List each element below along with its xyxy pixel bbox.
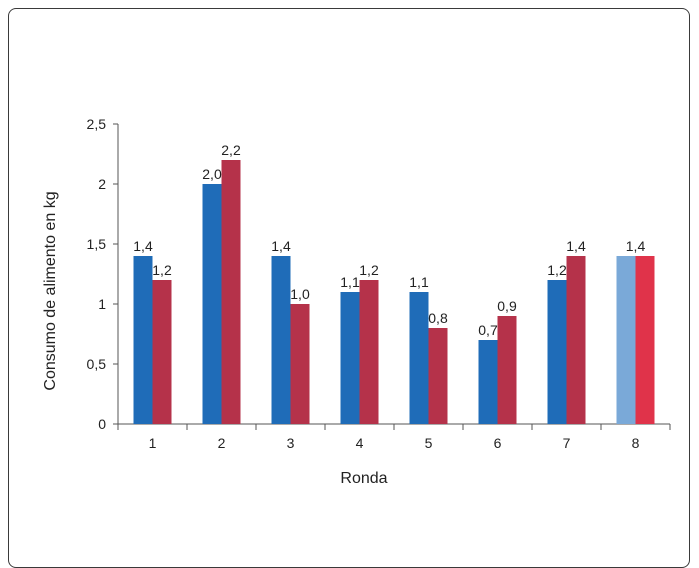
y-tick-label: 1 [98, 296, 106, 312]
bar-series-2-cat-7 [566, 256, 586, 424]
y-tick-label: 1,5 [87, 236, 107, 252]
bar-series-1-cat-3 [271, 256, 291, 424]
bar-series-2-cat-8 [635, 256, 655, 424]
data-label: 1,0 [290, 286, 310, 302]
data-label: 1,4 [271, 238, 291, 254]
bar-series-1-cat-4 [340, 292, 360, 424]
y-axis-title: Consumo de alimento en kg [42, 191, 59, 390]
y-tick-label: 0 [98, 416, 106, 432]
data-label: 1,2 [547, 262, 567, 278]
bar-series-1-cat-5 [409, 292, 429, 424]
bar-series-2-cat-2 [221, 160, 241, 424]
data-label: 1,2 [152, 262, 172, 278]
plot-area: 0 0,5 1 1,5 2 2,5 1 2 3 4 5 6 7 8 1,4 1,2 2,0 2,2 1,4 1,0 1,… [87, 116, 671, 451]
bar-series-2-cat-4 [359, 280, 379, 424]
bar-series-1-cat-8 [616, 256, 636, 424]
data-label: 1,4 [566, 238, 586, 254]
y-tick-label: 0,5 [87, 356, 107, 372]
x-tick-label: 7 [563, 435, 571, 451]
x-tick-label: 5 [425, 435, 433, 451]
data-label: 2,2 [221, 142, 241, 158]
data-label: 1,1 [409, 274, 429, 290]
x-tick-label: 1 [149, 435, 157, 451]
y-tick-label: 2 [98, 176, 106, 192]
bar-series-1-cat-7 [547, 280, 567, 424]
data-label: 1,1 [340, 274, 360, 290]
bar-series-2-cat-5 [428, 328, 448, 424]
x-axis-title: Ronda [340, 470, 387, 487]
x-tick-label: 3 [287, 435, 295, 451]
bar-series-1-cat-2 [202, 184, 222, 424]
data-label: 1,4 [626, 238, 646, 254]
data-label: 2,0 [202, 166, 222, 182]
bar-series-2-cat-6 [497, 316, 517, 424]
x-tick-label: 4 [356, 435, 364, 451]
bar-series-2-cat-3 [290, 304, 310, 424]
data-label: 0,8 [428, 310, 448, 326]
x-tick-label: 2 [218, 435, 226, 451]
data-label: 1,4 [133, 238, 153, 254]
data-label: 1,2 [359, 262, 379, 278]
bar-series-1-cat-1 [133, 256, 153, 424]
x-tick-label: 6 [494, 435, 502, 451]
y-tick-label: 2,5 [87, 116, 107, 132]
data-label: 0,9 [497, 298, 517, 314]
bar-series-2-cat-1 [152, 280, 172, 424]
x-tick-label: 8 [632, 435, 640, 451]
bar-series-1-cat-6 [478, 340, 498, 424]
data-label: 0,7 [478, 322, 498, 338]
